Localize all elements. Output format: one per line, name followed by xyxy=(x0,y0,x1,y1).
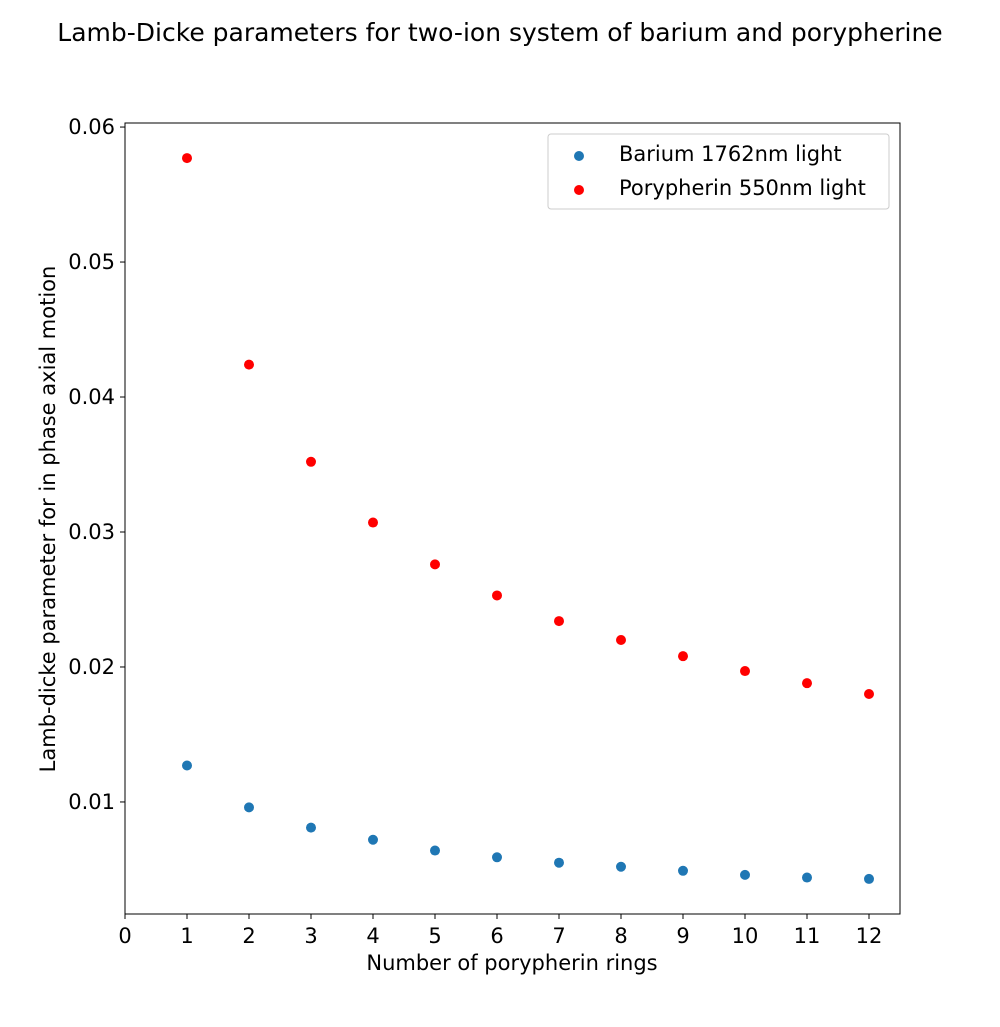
x-tick-label-5: 5 xyxy=(428,924,441,948)
data-point-series0-1 xyxy=(244,802,254,813)
legend-marker-barium xyxy=(574,151,584,161)
y-axis-ticks: 0.01 0.02 0.03 0.04 0.05 0.06 xyxy=(68,115,125,814)
x-tick-label-2: 2 xyxy=(242,924,255,948)
y-tick-label-4: 0.05 xyxy=(68,250,115,274)
legend-marker-porypherin xyxy=(574,185,584,195)
chart-title: Lamb-Dicke parameters for two-ion system… xyxy=(57,18,942,47)
x-tick-label-8: 8 xyxy=(614,924,627,948)
legend: Barium 1762nm light Porypherin 550nm lig… xyxy=(547,133,890,210)
data-point-series0-3 xyxy=(368,834,378,845)
data-point-series0-7 xyxy=(616,861,626,872)
data-point-series0-4 xyxy=(430,845,440,856)
data-point-series0-11 xyxy=(864,873,874,884)
plot-frame xyxy=(124,122,901,915)
x-tick-label-1: 1 xyxy=(180,924,193,948)
data-point-series0-2 xyxy=(306,822,316,833)
x-tick-label-11: 11 xyxy=(794,924,821,948)
y-tick-label-3: 0.04 xyxy=(68,385,115,409)
x-tick-label-0: 0 xyxy=(118,924,131,948)
data-point-series1-11 xyxy=(864,688,874,699)
data-point-series0-9 xyxy=(740,869,750,880)
y-tick-label-0: 0.01 xyxy=(68,790,115,814)
x-tick-label-10: 10 xyxy=(732,924,759,948)
x-tick-label-4: 4 xyxy=(366,924,379,948)
y-tick-label-5: 0.06 xyxy=(68,115,115,139)
y-tick-label-1: 0.02 xyxy=(68,655,115,679)
data-point-series1-8 xyxy=(678,651,688,662)
data-point-series0-8 xyxy=(678,865,688,876)
data-point-series1-10 xyxy=(802,678,812,689)
y-tick-label-2: 0.03 xyxy=(68,520,115,544)
data-point-series1-0 xyxy=(182,153,192,164)
data-points xyxy=(182,153,874,884)
x-axis-ticks: 0 1 2 3 4 5 6 7 8 9 10 11 12 xyxy=(118,914,882,948)
data-point-series1-6 xyxy=(554,616,564,627)
data-point-series0-10 xyxy=(802,872,812,883)
x-tick-label-9: 9 xyxy=(676,924,689,948)
data-point-series1-2 xyxy=(306,456,316,467)
data-point-series0-5 xyxy=(492,852,502,863)
legend-label-barium: Barium 1762nm light xyxy=(619,142,842,166)
y-axis-label: Lamb-dicke parameter for in phase axial … xyxy=(36,266,60,773)
data-point-series0-6 xyxy=(554,857,564,868)
data-point-series0-0 xyxy=(182,760,192,771)
data-point-series1-4 xyxy=(430,559,440,570)
x-tick-label-12: 12 xyxy=(856,924,883,948)
data-point-series1-9 xyxy=(740,666,750,677)
x-tick-label-6: 6 xyxy=(490,924,503,948)
data-point-series1-3 xyxy=(368,517,378,528)
legend-label-porypherin: Porypherin 550nm light xyxy=(619,176,866,200)
plot-area xyxy=(125,123,900,914)
x-tick-label-7: 7 xyxy=(552,924,565,948)
data-point-series1-1 xyxy=(244,359,254,370)
data-point-series1-5 xyxy=(492,590,502,601)
x-axis-label: Number of porypherin rings xyxy=(366,951,657,975)
x-tick-label-3: 3 xyxy=(304,924,317,948)
legend-box xyxy=(547,133,890,210)
data-point-series1-7 xyxy=(616,634,626,645)
